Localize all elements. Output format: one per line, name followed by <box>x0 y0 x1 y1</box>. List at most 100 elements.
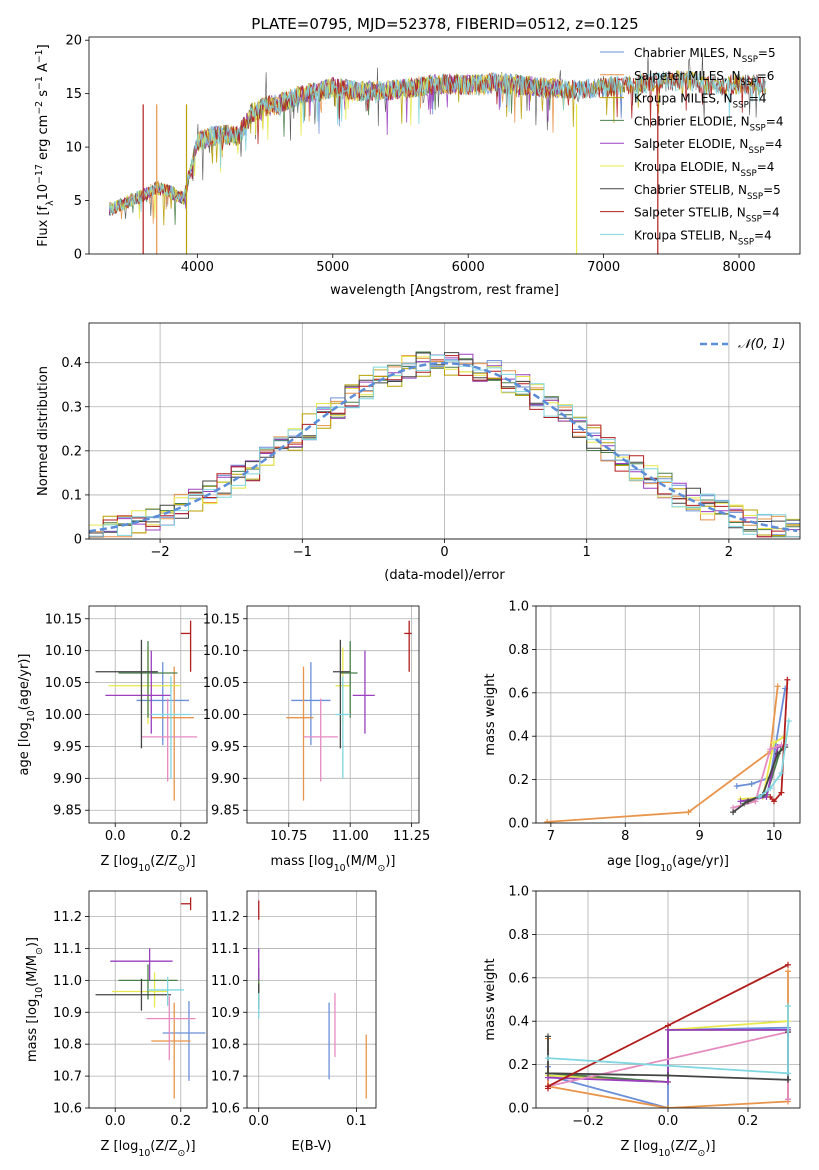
y-tick-label: 10.05 <box>203 676 240 691</box>
x-axis-label: Z [log10(Z/Z⊙)] <box>620 1139 715 1159</box>
y-axis-label-part: (M/M <box>25 955 40 987</box>
x-tick-label: 0.2 <box>170 829 191 844</box>
x-axis-label-part: )] <box>385 854 395 869</box>
panel-spectrum: 4000 5000 6000 7000 8000 0 5 10 15 20 wavelength [… <box>34 34 801 298</box>
plot-area <box>108 52 767 254</box>
y-axis-label-part: 10 <box>34 987 45 999</box>
legend-label-part: SSP <box>741 169 757 179</box>
y-tick-label: 10.6 <box>211 1102 240 1117</box>
x-axis-label-part: )] <box>705 1139 715 1154</box>
y-tick-label: 0.4 <box>508 1015 529 1030</box>
y-axis-label-part: age [log <box>17 722 32 775</box>
y-axis-label: Normed distribution <box>36 366 51 496</box>
x-tick-label: 11.00 <box>332 829 369 844</box>
x-tick-label: 0 <box>440 545 448 560</box>
y-tick-label: 0 <box>74 248 82 263</box>
x-axis-label-part: (M/M <box>346 854 378 869</box>
x-tick-label: 6000 <box>452 260 485 275</box>
y-tick-label: 9.90 <box>211 772 240 787</box>
panel-age-vs-mass: 10.75 11.00 11.25 9.85 9.90 9.95 10.00 10.05 10.… <box>203 605 430 874</box>
x-axis-label-part: wavelength [Angstrom, rest frame] <box>330 283 559 298</box>
x-tick-label: 0.0 <box>658 1114 679 1129</box>
legend-label-part: =5 <box>763 183 781 197</box>
legend-label-part: SSP <box>742 55 758 65</box>
figure-title: PLATE=0795, MJD=52378, FIBERID=0512, z=0… <box>251 15 638 33</box>
x-tick-label: 0.0 <box>105 829 126 844</box>
legend-label-part: Kroupa STELIB, N <box>634 228 738 242</box>
y-axis-label-part: s <box>36 90 51 101</box>
y-tick-label: 10.10 <box>203 644 240 659</box>
y-axis-label: Flux [fλ10−17 erg cm−2 s−1 A−1] <box>34 44 56 246</box>
y-axis-label-part: )] <box>25 937 40 947</box>
legend-label-part: Chabrier STELIB, N <box>634 183 747 197</box>
legend-label-part: Chabrier MILES, N <box>634 46 742 60</box>
x-axis-label-part: 10 <box>138 863 150 874</box>
x-axis-label-part: (Z/Z <box>150 854 177 869</box>
legend-label-part: SSP <box>750 123 766 133</box>
y-tick-label: 0.0 <box>508 1102 529 1117</box>
legend-label-part: =4 <box>754 228 772 242</box>
plot-area <box>544 676 792 823</box>
y-axis-label-part: −17 <box>34 164 45 184</box>
panel-residual-histogram: −2 −1 0 1 2 0 0.1 0.2 0.3 0.4 𝒩(0, 1) (data-model)/… <box>36 322 801 583</box>
x-axis-label: Z [log10(Z/Z⊙)] <box>100 1139 195 1159</box>
legend-label: Chabrier STELIB, NSSP=5 <box>634 183 781 202</box>
y-tick-label: 11.1 <box>211 942 240 957</box>
y-axis-label-part: −1 <box>34 76 45 90</box>
y-axis-label-part: −1 <box>34 49 45 63</box>
y-axis-label-part: 10 <box>36 184 51 201</box>
y-tick-label: 11.2 <box>53 910 82 925</box>
x-axis-label-part: ⊙ <box>377 863 385 874</box>
x-axis-label-part: mass [log <box>271 854 334 869</box>
plot-area <box>258 900 367 1099</box>
x-axis-label-part: 10 <box>658 1148 670 1159</box>
legend-label: Salpeter MILES, NSSP=6 <box>634 69 774 88</box>
legend-label-part: Kroupa MILES, N <box>634 92 733 106</box>
legend-label-part: Salpeter MILES, N <box>634 69 741 83</box>
y-tick-label: 0.2 <box>508 1058 529 1073</box>
panel-age-vs-Z: 0.0 0.2 9.85 9.90 9.95 10.00 10.05 10.10 10.15 Z … <box>17 605 208 874</box>
y-tick-label: 0 <box>74 533 82 548</box>
y-tick-label: 10.05 <box>45 676 82 691</box>
panel-mass-weight-vs-Z: −0.2 0.0 0.2 0.0 0.2 0.4 0.6 0.8 1.0 Z [log10(Z/Z… <box>483 885 801 1159</box>
y-tick-label: 9.95 <box>53 740 82 755</box>
legend-label-part: SSP <box>733 101 749 111</box>
x-tick-label: 10 <box>766 829 783 844</box>
x-tick-label: 2 <box>725 545 733 560</box>
weight-line <box>547 1029 788 1083</box>
y-tick-label: 9.95 <box>211 740 240 755</box>
x-tick-label: 11.25 <box>393 829 430 844</box>
legend-label-part: SSP <box>741 78 757 88</box>
plot-area <box>95 897 206 1099</box>
y-tick-label: 0.4 <box>508 730 529 745</box>
y-tick-label: 10.8 <box>53 1038 82 1053</box>
legend-label-part: Chabrier ELODIE, N <box>634 114 750 128</box>
y-tick-label: 0.6 <box>508 686 529 701</box>
y-axis-label-part: erg cm <box>36 115 51 164</box>
x-tick-label: 0.0 <box>105 1114 126 1129</box>
y-tick-label: 10.9 <box>53 1006 82 1021</box>
y-tick-label: 10.15 <box>45 612 82 627</box>
plot-area <box>89 351 800 538</box>
y-axis-label-part: λ <box>45 200 56 206</box>
x-axis-label-part: ⊙ <box>698 1148 706 1159</box>
x-axis-label: (data-model)/error <box>384 568 505 583</box>
x-tick-label: −2 <box>151 545 170 560</box>
x-axis-label: E(B-V) <box>291 1139 331 1154</box>
legend-label: Salpeter STELIB, NSSP=4 <box>634 206 780 225</box>
y-tick-label: 0.2 <box>61 444 82 459</box>
x-tick-label: −0.2 <box>572 1114 604 1129</box>
x-tick-label: 7 <box>547 829 555 844</box>
legend-label-part: =4 <box>765 137 783 151</box>
y-tick-label: 9.85 <box>53 804 82 819</box>
x-axis-label-part: 10 <box>138 1148 150 1159</box>
spectrum-line <box>108 70 767 215</box>
legend-label-part: =4 <box>762 206 780 220</box>
y-tick-label: 11.0 <box>53 974 82 989</box>
y-tick-label: 9.90 <box>53 772 82 787</box>
x-tick-label: 0.1 <box>346 1114 367 1129</box>
y-tick-label: 10.15 <box>203 612 240 627</box>
plot-area <box>286 620 412 801</box>
axes-frame <box>88 890 208 1109</box>
y-tick-label: 10.7 <box>53 1070 82 1085</box>
